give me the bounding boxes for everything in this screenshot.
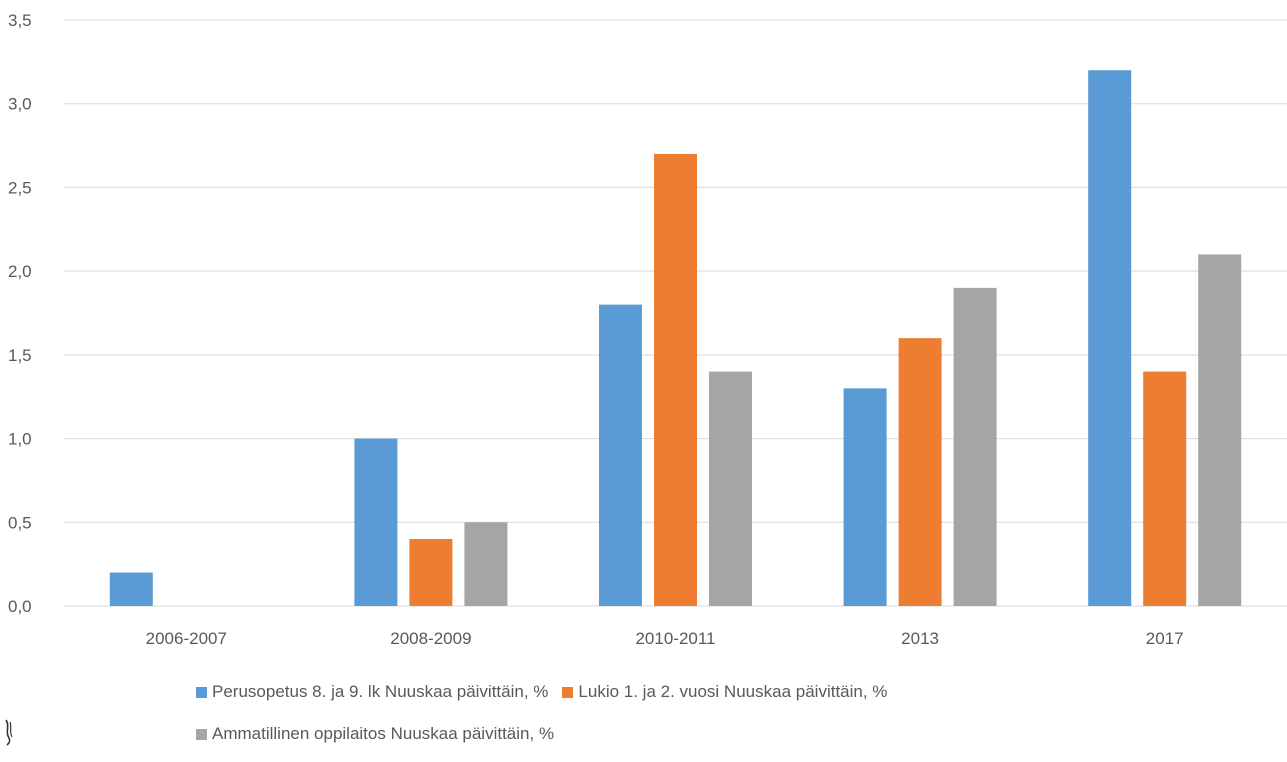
x-tick-label: 2017 (1146, 629, 1184, 648)
legend-item-ammatillinen: Ammatillinen oppilaitos Nuuskaa päivittä… (196, 724, 554, 744)
legend-item-perusopetus: Perusopetus 8. ja 9. lk Nuuskaa päivittä… (196, 682, 548, 702)
legend-swatch-orange (562, 686, 574, 698)
bar-2013-series-2 (898, 338, 942, 606)
bar-2017-series-2 (1143, 371, 1187, 606)
bar-2013-series-1 (843, 388, 887, 606)
bar-2010-2011-series-1 (599, 304, 642, 606)
bar-2010-2011-series-3 (709, 371, 752, 606)
y-axis-ticks: 0,0 0,5 1,0 1,5 2,0 2,5 3,0 3,5 (8, 11, 32, 616)
legend-swatch-blue (196, 686, 207, 698)
bar-2008-2009-series-1 (354, 438, 398, 606)
y-tick-label: 2,5 (8, 178, 32, 197)
bar-2008-2009-series-3 (464, 522, 508, 606)
bar-2006-2007-series-1 (109, 572, 153, 606)
legend: Perusopetus 8. ja 9. lk Nuuskaa päivittä… (196, 678, 1196, 762)
legend-row-1: Perusopetus 8. ja 9. lk Nuuskaa päivittä… (196, 678, 1196, 706)
y-tick-label: 3,0 (8, 95, 32, 114)
bar-2008-2009-series-2 (409, 539, 453, 606)
legend-label-lukio: Lukio 1. ja 2. vuosi Nuuskaa päivittäin,… (578, 682, 888, 701)
bar-chart: 0,0 0,5 1,0 1,5 2,0 2,5 3,0 3,5 2006-2007 2008-2… (8, 11, 1287, 648)
x-tick-label: 2008-2009 (390, 629, 471, 648)
legend-row-2: Ammatillinen oppilaitos Nuuskaa päivittä… (196, 720, 1196, 748)
y-tick-label: 1,5 (8, 346, 32, 365)
bar-2010-2011-series-2 (654, 153, 697, 606)
y-tick-label: 0,0 (8, 597, 32, 616)
corner-mark-icon (5, 719, 13, 746)
y-tick-label: 1,0 (8, 430, 32, 449)
bar-2013-series-3 (953, 287, 997, 606)
y-tick-label: 3,5 (8, 11, 32, 30)
y-tick-label: 2,0 (8, 262, 32, 281)
legend-label-perusopetus: Perusopetus 8. ja 9. lk Nuuskaa päivittä… (212, 682, 549, 701)
x-tick-label: 2010-2011 (635, 629, 715, 648)
legend-item-lukio: Lukio 1. ja 2. vuosi Nuuskaa päivittäin,… (562, 682, 887, 702)
bar-2017-series-1 (1088, 70, 1132, 606)
x-tick-label: 2006-2007 (146, 629, 227, 648)
bars (109, 70, 1242, 606)
legend-label-ammatillinen: Ammatillinen oppilaitos Nuuskaa päivittä… (212, 724, 555, 743)
x-tick-label: 2013 (901, 629, 939, 648)
bar-2017-series-3 (1198, 254, 1242, 606)
y-tick-label: 0,5 (8, 513, 32, 532)
legend-swatch-gray (196, 728, 207, 740)
x-axis-ticks: 2006-2007 2008-2009 2010-2011 2013 2017 (146, 629, 1184, 648)
